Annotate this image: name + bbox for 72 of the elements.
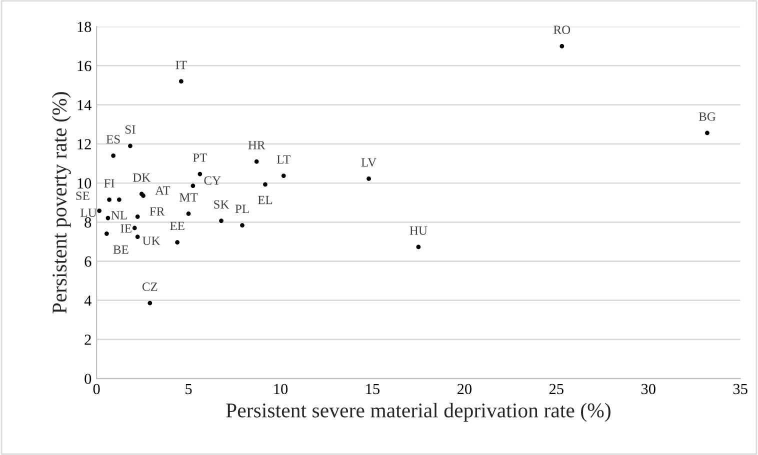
y-tick-label: 12: [78, 139, 91, 150]
y-tick-label: 0: [84, 374, 92, 384]
x-axis-title: Persistent severe material deprivation rate (%): [226, 402, 610, 422]
y-tick-label: 2: [84, 334, 91, 345]
annotation: HU: [410, 226, 428, 235]
x-tick-label: 20: [457, 384, 472, 394]
y-tick-label: 4: [84, 296, 92, 306]
point: [281, 174, 286, 178]
annotation: PL: [235, 204, 249, 213]
point: [366, 176, 371, 181]
annotation: SE: [76, 192, 90, 200]
annotation: IE: [120, 224, 132, 233]
annotation: BE: [113, 246, 128, 254]
point: [135, 234, 140, 239]
point: [107, 197, 112, 202]
x-tick-label: 5: [186, 384, 192, 394]
annotation: EL: [258, 196, 272, 204]
y-tick-label: 18: [78, 22, 92, 32]
point: [175, 240, 180, 244]
annotation: BG: [698, 112, 716, 121]
point: [178, 79, 184, 84]
point: [106, 216, 110, 220]
x-tick-label: 15: [366, 384, 380, 394]
annotation: EE: [170, 222, 184, 230]
annotation: PT: [193, 154, 208, 162]
annotation: LV: [361, 158, 376, 167]
point: [263, 182, 268, 187]
point: [416, 244, 421, 250]
point: [219, 218, 224, 223]
annotation: RO: [554, 26, 570, 34]
point: [705, 130, 710, 136]
point: [116, 197, 122, 202]
annotation: FR: [150, 207, 165, 216]
y-tick-label: 14: [78, 100, 92, 110]
annotation: HR: [248, 141, 266, 150]
annotation: LT: [276, 155, 290, 164]
annotation: FI: [104, 179, 114, 188]
x-tick-label: 10: [274, 384, 288, 394]
annotation: ES: [106, 135, 120, 144]
point: [132, 226, 137, 230]
y-tick-label: 10: [78, 178, 92, 188]
y-tick-label: 8: [84, 217, 92, 228]
point: [97, 208, 102, 213]
point: [186, 212, 191, 216]
annotation: CZ: [142, 282, 158, 291]
annotation: AT: [155, 186, 170, 195]
x-tick-label: 25: [549, 384, 564, 394]
y-tick-label: 16: [78, 60, 92, 72]
point: [148, 300, 152, 306]
annotation: MT: [180, 193, 198, 202]
annotation: DK: [132, 174, 151, 182]
annotation: SI: [126, 125, 136, 134]
x-tick-label: 30: [641, 384, 656, 394]
annotation: SK: [214, 200, 230, 209]
point: [198, 172, 202, 176]
point: [190, 184, 196, 188]
x-tick-label: 35: [733, 384, 748, 394]
annotation: UK: [142, 236, 160, 246]
point: [128, 144, 132, 148]
point: [135, 214, 140, 219]
annotation: CY: [204, 176, 221, 185]
annotation: LU: [80, 208, 97, 217]
point: [240, 223, 244, 228]
y-tick-label: 6: [84, 256, 92, 267]
point: [104, 231, 109, 236]
point: [254, 159, 259, 164]
annotation: NL: [111, 211, 127, 220]
point: [111, 153, 116, 158]
point: [560, 44, 564, 48]
x-tick-label: 0: [93, 384, 100, 394]
y-axis-title: Persistent poverty rate (%): [52, 92, 71, 314]
annotation: IT: [176, 60, 187, 70]
